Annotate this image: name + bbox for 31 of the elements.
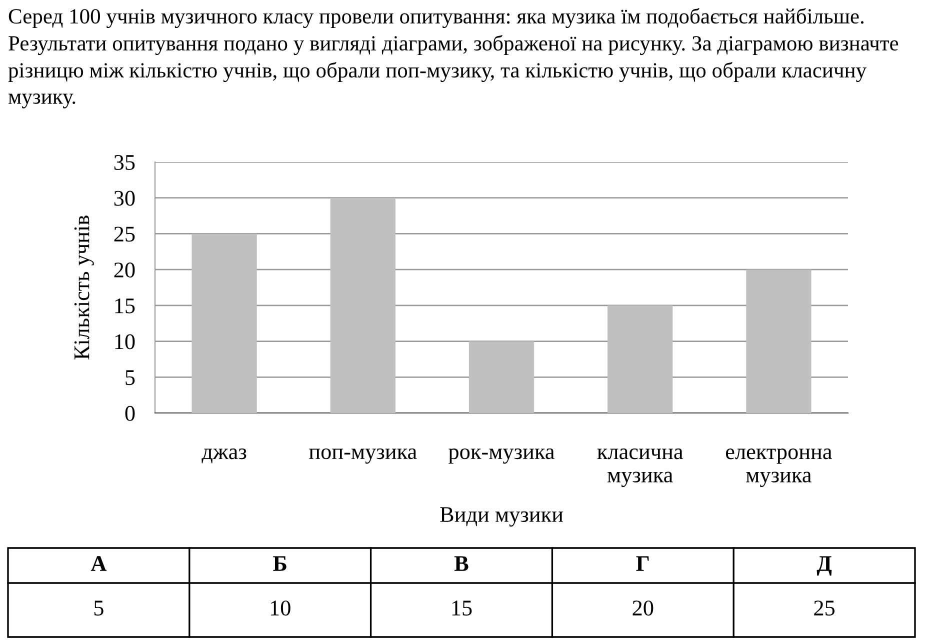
y-axis-title: Кількість учнів (74, 216, 94, 360)
text: 5 (94, 600, 104, 616)
y-tick-label: 5 (126, 370, 135, 386)
y-tick-label: 15 (115, 298, 135, 314)
text: А (90, 556, 107, 571)
x-axis-title: Види музики (440, 507, 563, 527)
text: Г (636, 556, 649, 571)
x-tick-label: поп-музика (309, 448, 417, 464)
y-tick-label: 10 (115, 334, 135, 350)
bar (330, 198, 396, 413)
y-tick-label: 20 (114, 262, 135, 278)
x-tick-label: джаз (202, 448, 246, 464)
text: Д (816, 556, 832, 576)
chart-title: Серед 100 учнів музичного класу провели опитування: яка музика їм подобається найбільше. Результати опитування подано у вигляді діаграми, зображеної на рисунку. За діаграмою визначте різницю між кількістю учнів, що обрали поп-музику, та кількістю учнів, що обрали класичну музику. (8, 8, 898, 108)
text: 15 (452, 600, 472, 616)
bar (192, 234, 257, 413)
y-tick-label: 25 (114, 226, 135, 242)
y-tick-label: 30 (114, 190, 135, 206)
y-tick-label: 35 (114, 154, 135, 170)
x-tick-label: рок-музика (448, 448, 554, 464)
y-tick-label: 0 (125, 406, 135, 421)
bar (746, 270, 812, 413)
text: В (454, 556, 468, 571)
text: Б (273, 556, 286, 571)
bar (608, 305, 673, 413)
text: 25 (814, 600, 835, 616)
x-tick-label: електронна музика (726, 448, 832, 488)
bar (468, 341, 534, 413)
text: 10 (270, 600, 290, 616)
x-tick-label: класична музика (597, 448, 684, 488)
text: 20 (632, 600, 654, 616)
